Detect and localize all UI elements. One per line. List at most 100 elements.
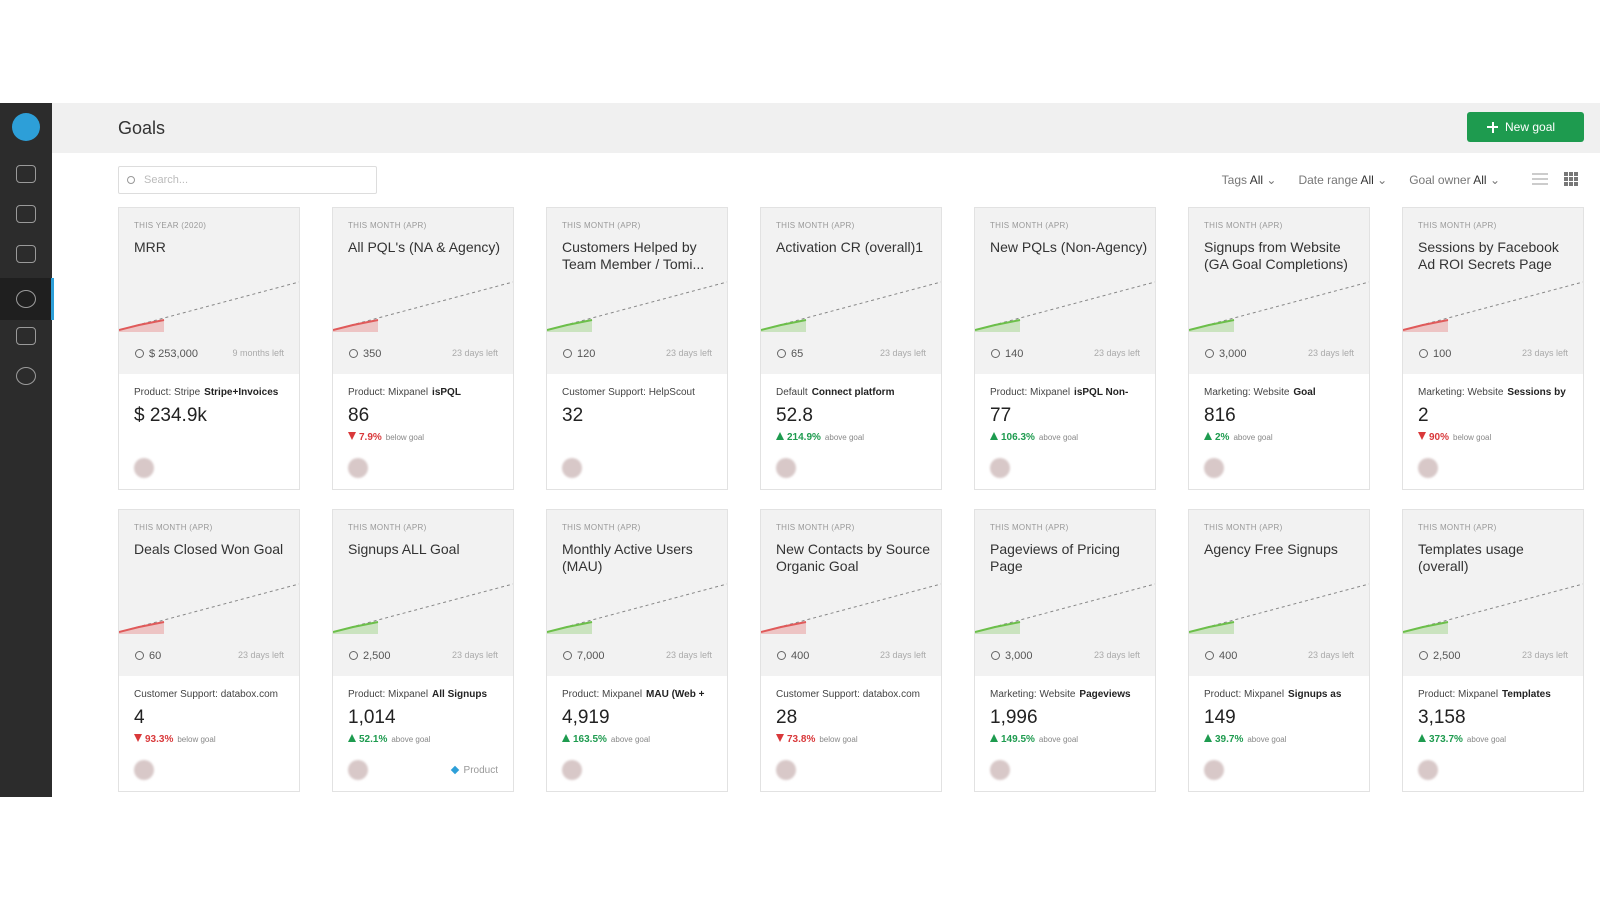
goal-target: 140 bbox=[1005, 348, 1024, 360]
change: 93.3% below goal bbox=[134, 734, 216, 745]
goal-target: 3,000 bbox=[1219, 348, 1247, 360]
nav-alerts[interactable] bbox=[16, 367, 36, 385]
goal-card[interactable]: THIS MONTH (APR) Deals Closed Won Goal 60 2… bbox=[118, 509, 300, 792]
goal-card[interactable]: THIS MONTH (APR) Monthly Active Users (MA… bbox=[546, 509, 728, 792]
sparkline bbox=[119, 281, 299, 332]
current-value: 52.8 bbox=[776, 405, 813, 426]
sparkline bbox=[975, 583, 1155, 634]
source-name: Customer Support: databox.com bbox=[134, 689, 278, 700]
data-source: Product: Stripe Stripe+Invoices bbox=[134, 387, 278, 398]
goal-card[interactable]: THIS MONTH (APR) Pageviews of Pricing Pag… bbox=[974, 509, 1156, 792]
new-goal-button[interactable]: New goal bbox=[1467, 112, 1584, 142]
target-icon bbox=[777, 651, 786, 660]
goal-card[interactable]: THIS MONTH (APR) Templates usage (overall… bbox=[1402, 509, 1584, 792]
goal-card[interactable]: THIS YEAR (2020) MRR $ 253,000 9 months lef… bbox=[118, 207, 300, 490]
sparkline bbox=[333, 281, 513, 332]
goal-card[interactable]: THIS MONTH (APR) Signups ALL Goal 2,500 23 … bbox=[332, 509, 514, 792]
view-toggle[interactable] bbox=[1532, 171, 1582, 187]
change-note: above goal bbox=[824, 433, 865, 442]
filter[interactable]: Tags All ⌄ bbox=[1221, 173, 1277, 187]
data-source: Customer Support: databox.com bbox=[134, 689, 278, 700]
change: 163.5% above goal bbox=[562, 734, 650, 745]
goal-period: THIS MONTH (APR) bbox=[990, 221, 1069, 230]
goal-period: THIS MONTH (APR) bbox=[1418, 523, 1497, 532]
change: 149.5% above goal bbox=[990, 734, 1078, 745]
card-top bbox=[333, 208, 513, 374]
change-arrow bbox=[1204, 432, 1212, 440]
data-source: Product: Mixpanel Signups as bbox=[1204, 689, 1341, 700]
search-input[interactable]: Search... bbox=[118, 166, 377, 194]
change-value: 373.7% bbox=[1429, 734, 1463, 745]
data-source: Default Connect platform bbox=[776, 387, 894, 398]
filter-label: Tags bbox=[1221, 173, 1248, 187]
change-arrow bbox=[562, 734, 570, 742]
logo[interactable] bbox=[12, 113, 40, 141]
change-value: 149.5% bbox=[1001, 734, 1035, 745]
goal-target: 2,500 bbox=[1433, 650, 1461, 662]
current-value: 77 bbox=[990, 405, 1012, 426]
goal-card[interactable]: THIS MONTH (APR) Sessions by Facebook Ad … bbox=[1402, 207, 1584, 490]
filter[interactable]: Goal owner All ⌄ bbox=[1409, 173, 1500, 187]
card-top bbox=[761, 208, 941, 374]
goal-target: 400 bbox=[1219, 650, 1238, 662]
filter[interactable]: Date range All ⌄ bbox=[1298, 173, 1388, 187]
source-name: Marketing: Website bbox=[990, 689, 1076, 700]
goal-name: Monthly Active Users (MAU) bbox=[562, 541, 693, 574]
card-top bbox=[547, 208, 727, 374]
time-left: 23 days left bbox=[451, 650, 498, 660]
card-top bbox=[975, 208, 1155, 374]
sparkline bbox=[1189, 583, 1369, 634]
progress-line bbox=[547, 319, 593, 331]
goal-name: Templates usage (overall) bbox=[1418, 541, 1524, 574]
card-top bbox=[975, 510, 1155, 676]
goal-card[interactable]: THIS MONTH (APR) Customers Helped by Team… bbox=[546, 207, 728, 490]
change: 90% below goal bbox=[1418, 432, 1491, 443]
sparkline bbox=[333, 583, 513, 634]
owner-avatar bbox=[776, 760, 796, 780]
time-left: 23 days left bbox=[665, 348, 712, 358]
goal-card[interactable]: THIS MONTH (APR) All PQL's (NA & Agency) 3… bbox=[332, 207, 514, 490]
metric-name: isPQL bbox=[432, 387, 461, 398]
goal-card[interactable]: THIS MONTH (APR) New Contacts by Source O… bbox=[760, 509, 942, 792]
data-source: Product: Mixpanel Templates bbox=[1418, 689, 1551, 700]
data-source: Marketing: Website Goal bbox=[1204, 387, 1316, 398]
goal-name: All PQL's (NA & Agency) bbox=[348, 239, 501, 255]
goal-name: Signups from Website (GA Goal Completion… bbox=[1204, 239, 1348, 272]
change-note: above goal bbox=[1233, 433, 1273, 442]
change-arrow bbox=[348, 734, 356, 742]
change: 39.7% above goal bbox=[1204, 734, 1287, 745]
target-icon bbox=[777, 349, 786, 358]
card-top bbox=[1403, 208, 1583, 374]
goal-card[interactable]: THIS MONTH (APR) Signups from Website (GA… bbox=[1188, 207, 1370, 490]
change-value: 52.1% bbox=[359, 734, 388, 745]
goal-card[interactable]: THIS MONTH (APR) New PQLs (Non-Agency) 140… bbox=[974, 207, 1156, 490]
target-icon bbox=[135, 651, 144, 660]
change-value: 93.3% bbox=[145, 734, 174, 745]
change: 73.8% below goal bbox=[776, 734, 858, 745]
change-note: above goal bbox=[1038, 735, 1079, 744]
change-note: below goal bbox=[1453, 433, 1492, 442]
progress-line bbox=[119, 319, 165, 331]
nav-data[interactable] bbox=[16, 327, 36, 345]
metric-name: isPQL Non- bbox=[1074, 387, 1129, 398]
metric-name: All Signups bbox=[432, 689, 488, 700]
time-left: 23 days left bbox=[1521, 348, 1568, 358]
target-icon bbox=[1205, 349, 1214, 358]
change-value: 2% bbox=[1215, 432, 1230, 443]
nav-dashboards[interactable] bbox=[16, 245, 36, 263]
goal-period: THIS MONTH (APR) bbox=[1204, 523, 1283, 532]
progress-line bbox=[975, 319, 1021, 331]
goal-card[interactable]: THIS MONTH (APR) Activation CR (overall)1… bbox=[760, 207, 942, 490]
goal-target: 2,500 bbox=[363, 650, 391, 662]
data-source: Customer Support: HelpScout bbox=[562, 387, 695, 398]
goal-card[interactable]: THIS MONTH (APR) Agency Free Signups 400 23… bbox=[1188, 509, 1370, 792]
nav-goals[interactable] bbox=[16, 290, 36, 308]
nav-metrics[interactable] bbox=[16, 205, 36, 223]
metric-name: MAU (Web + bbox=[646, 689, 705, 700]
nav-home[interactable] bbox=[16, 165, 36, 183]
owner-avatar bbox=[990, 458, 1010, 478]
progress-line bbox=[1403, 621, 1449, 633]
page-title: Goals bbox=[118, 118, 166, 138]
source-name: Product: Mixpanel bbox=[562, 689, 643, 700]
header: Goals New goal bbox=[52, 103, 1600, 153]
